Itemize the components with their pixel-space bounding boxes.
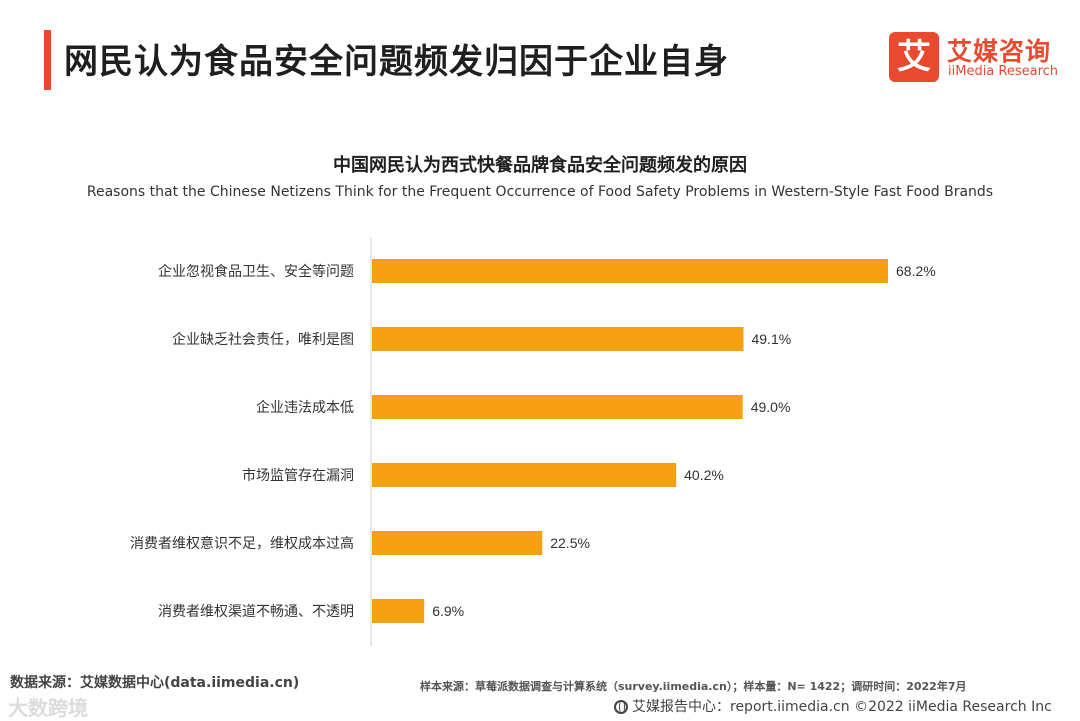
category-label: 消费者维权渠道不畅通、不透明 (158, 604, 354, 620)
category-label: 消费者维权意识不足，维权成本过高 (130, 535, 354, 552)
iimedia-logo: 艾 艾媒咨询 iiMedia Research (887, 30, 1067, 86)
title-accent-bar (44, 30, 51, 90)
bar (372, 531, 543, 555)
category-label: 市场监管存在漏洞 (242, 467, 354, 484)
value-label: 6.9% (432, 603, 464, 619)
bar (372, 463, 677, 487)
watermark: 大数跨境 (8, 696, 88, 720)
report-center: 艾媒报告中心：report.iimedia.cn ©2022 iiMedia R… (614, 696, 1052, 716)
category-label: 企业缺乏社会责任，唯利是图 (172, 331, 354, 348)
value-label: 22.5% (550, 535, 590, 551)
chart-subtitle: Reasons that the Chinese Netizens Think … (86, 184, 994, 200)
value-label: 40.2% (684, 467, 724, 483)
sample-note: 样本来源：草莓派数据调查与计算系统（survey.iimedia.cn）；样本量… (420, 680, 967, 693)
value-label: 49.0% (751, 399, 791, 415)
bar (372, 395, 743, 419)
value-label: 68.2% (896, 263, 936, 279)
bar (372, 327, 744, 351)
bar (372, 259, 888, 283)
logo-name-cn: 艾媒咨询 (947, 37, 1052, 66)
logo-mark-icon: 艾 (889, 32, 939, 82)
page-title: 网民认为食品安全问题频发归因于企业自身 (64, 42, 729, 82)
bar (372, 599, 425, 623)
category-label: 企业忽视食品卫生、安全等问题 (158, 263, 354, 280)
globe-icon (614, 700, 628, 714)
category-label: 企业违法成本低 (256, 399, 354, 416)
data-source: 数据来源：艾媒数据中心(data.iimedia.cn) (10, 675, 300, 691)
value-label: 49.1% (751, 331, 791, 347)
chart-title: 中国网民认为西式快餐品牌食品安全问题频发的原因 (333, 155, 747, 176)
report-center-text: 艾媒报告中心：report.iimedia.cn ©2022 iiMedia R… (632, 699, 1052, 715)
logo-name-en: iiMedia Research (948, 64, 1059, 79)
